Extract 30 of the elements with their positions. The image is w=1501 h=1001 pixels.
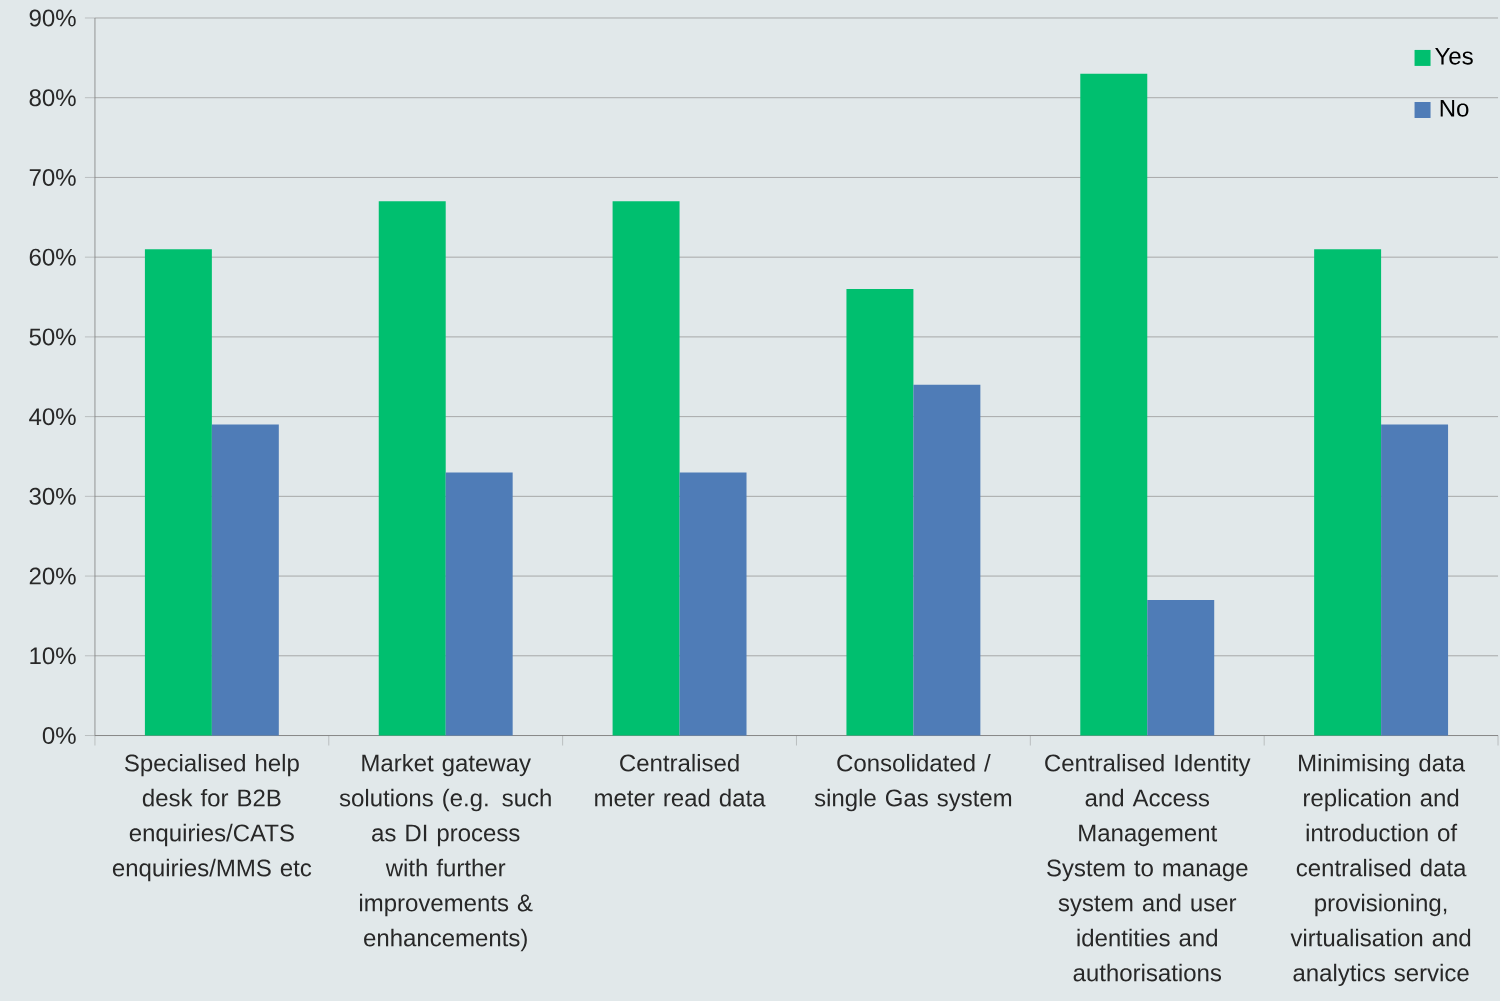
y-tick-label: 20% (29, 567, 76, 585)
y-tick-label: 10% (30, 647, 76, 665)
legend-label: No (1440, 99, 1469, 117)
bar (913, 384, 981, 736)
bar (1314, 249, 1382, 736)
x-tick-label: Minimising data replication and introduction of centralised data provisioning, virtualisation and analytics service (1290, 753, 1471, 986)
y-tick-label: 70% (29, 168, 76, 186)
y-tick-label: 50% (29, 328, 76, 346)
bar (211, 424, 279, 736)
y-tick-label: 60% (29, 248, 76, 266)
x-tick-label: Specialised help desk for B2B enquiries/CATS enquiries/MMS etc (112, 753, 312, 882)
y-tick-label: 40% (29, 407, 76, 425)
bar (445, 472, 513, 736)
bar (144, 249, 212, 736)
legend-label: Yes (1435, 47, 1473, 65)
x-tick-label: Market gateway solutions (e.g. such as DI process with further improvements & enhancements) (339, 753, 551, 951)
bar (846, 288, 914, 736)
bar (1381, 424, 1449, 736)
bar (1147, 599, 1215, 736)
bar (679, 472, 747, 736)
x-tick-label: Consolidated / single Gas system (814, 753, 1012, 812)
bar (378, 201, 446, 736)
y-tick-label: 80% (29, 89, 76, 107)
bar (1080, 73, 1148, 736)
x-tick-label: Centralised meter read data (595, 753, 766, 807)
bar (612, 201, 680, 736)
x-tick-label: Centralised Identity and Access Management System to manage system and user identities and authorisations (1045, 753, 1251, 982)
y-tick-label: 30% (29, 487, 76, 505)
y-tick-label: 0% (42, 726, 76, 744)
y-tick-label: 90% (29, 9, 76, 27)
